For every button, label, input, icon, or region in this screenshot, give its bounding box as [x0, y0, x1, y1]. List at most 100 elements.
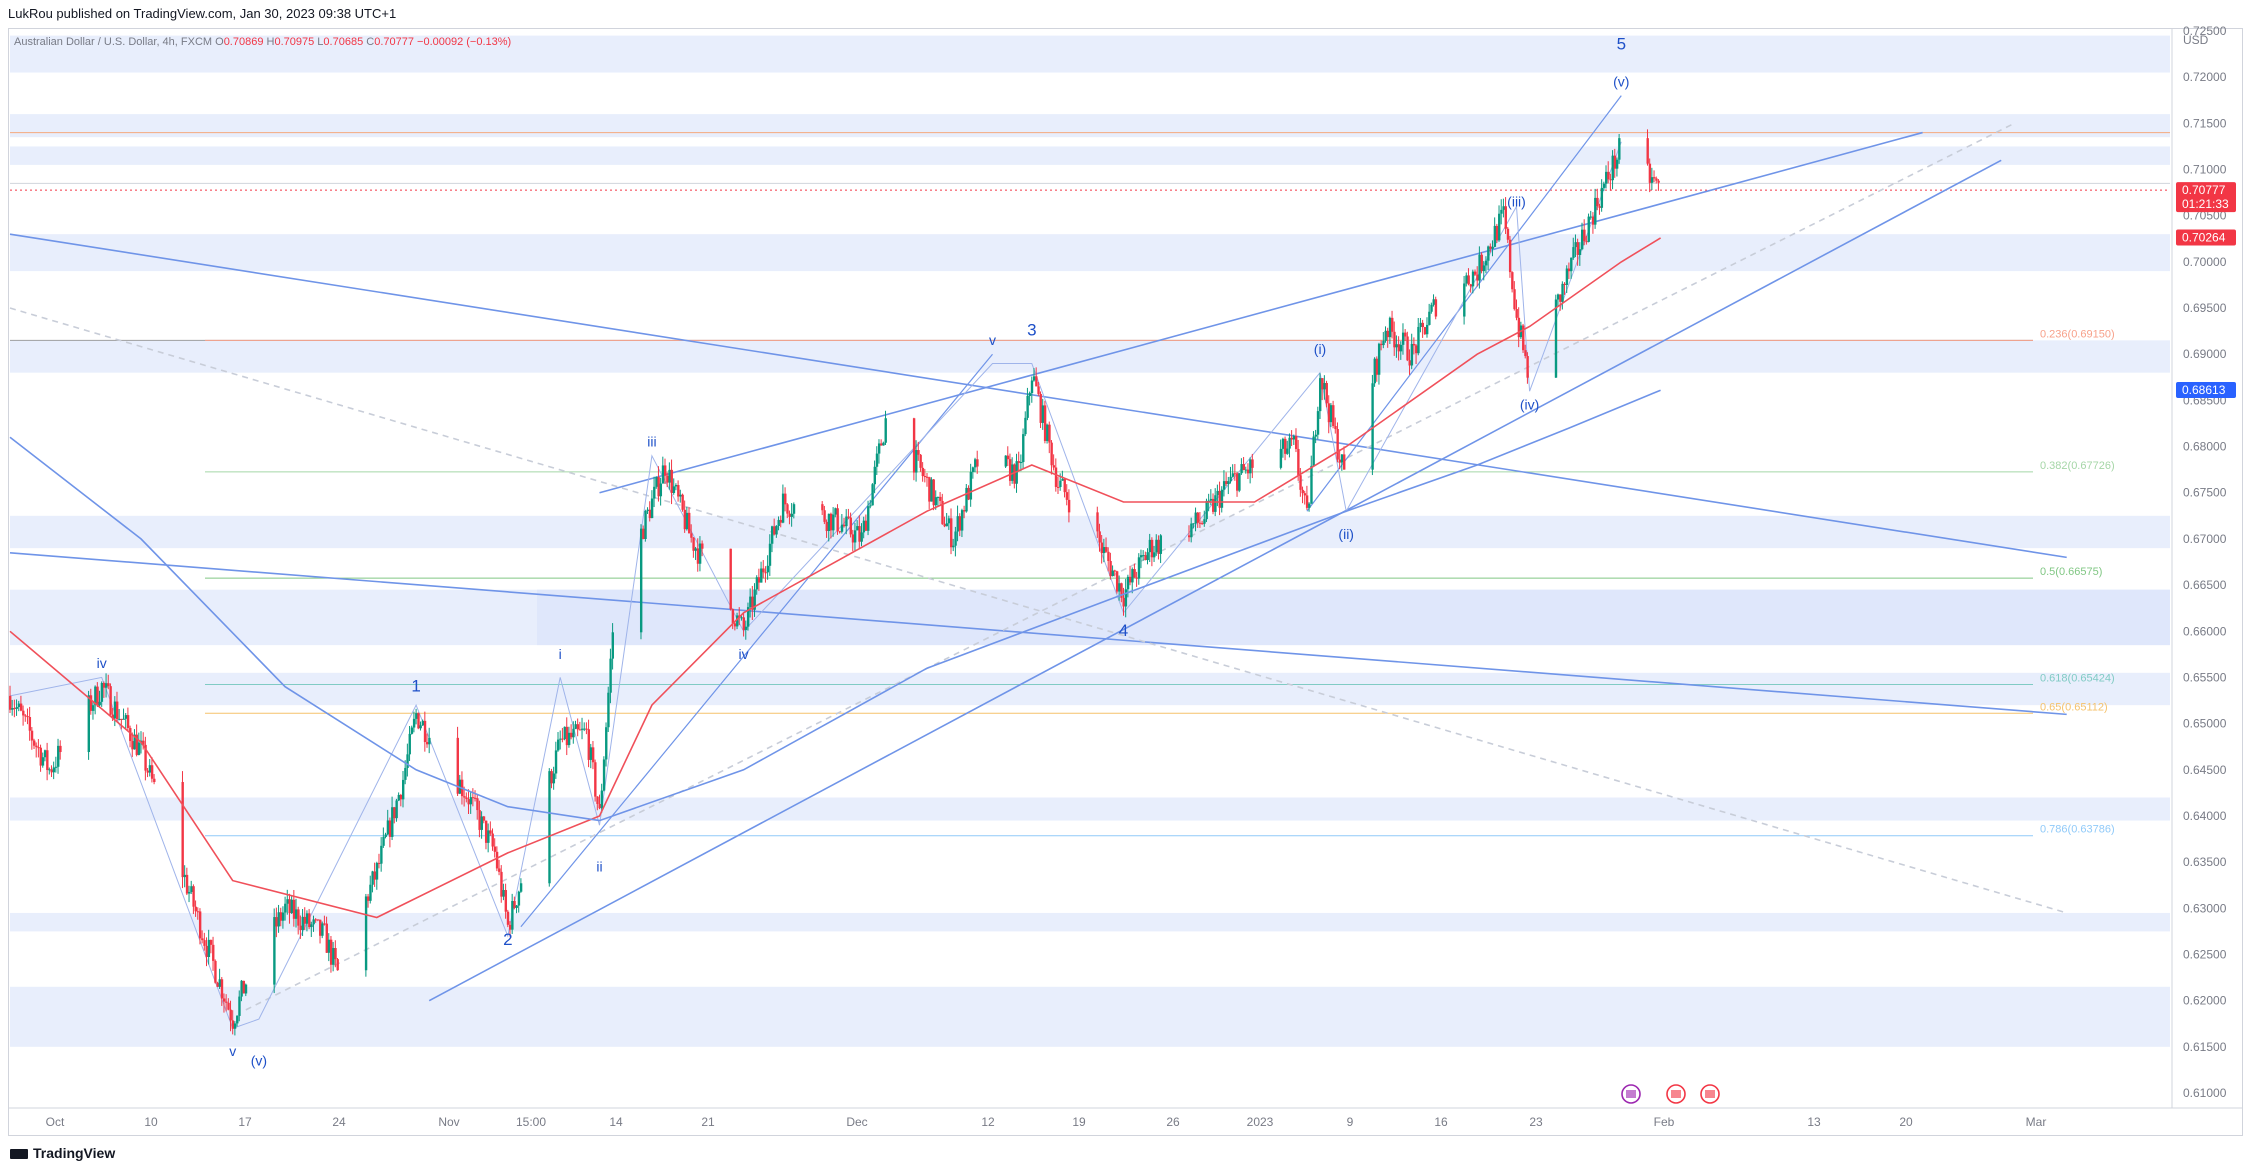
candle-body: [17, 703, 21, 708]
candle-body: [1314, 434, 1318, 437]
candle-body: [679, 494, 682, 497]
candle-body: [939, 496, 942, 501]
time-tick-label: 13: [1807, 1115, 1821, 1129]
candle-body: [502, 890, 505, 897]
candle-body: [297, 909, 300, 926]
price-tick-label: 0.64000: [2183, 809, 2227, 823]
candle-body: [1096, 512, 1099, 532]
candle-body: [1609, 179, 1612, 181]
candle-body: [153, 778, 156, 783]
candle-body: [598, 803, 601, 809]
price-tick-label: 0.62000: [2183, 994, 2227, 1008]
candle-body: [1043, 405, 1047, 441]
time-tick-label: 10: [144, 1115, 158, 1129]
event-icon-glyph: [1705, 1090, 1715, 1098]
candle-body: [146, 770, 149, 773]
candle-body: [775, 525, 778, 535]
candle-body: [212, 944, 215, 961]
candle-body: [659, 483, 663, 497]
candle-body: [1113, 570, 1117, 572]
candle-body: [1146, 552, 1149, 561]
currency-label: USD: [2183, 33, 2209, 47]
candle-body: [757, 577, 761, 583]
candle-body: [1607, 171, 1610, 180]
publisher-info: LukRou published on TradingView.com, Jan…: [8, 6, 397, 21]
candle-body: [792, 504, 796, 514]
candle-body: [59, 745, 62, 753]
time-tick-label: 14: [609, 1115, 623, 1129]
price-tick-label: 0.67000: [2183, 532, 2227, 546]
candle-body: [858, 526, 861, 542]
candle-body: [1279, 448, 1283, 468]
candle-body: [648, 509, 652, 519]
time-tick-label: 16: [1434, 1115, 1448, 1129]
candle-body: [310, 924, 313, 928]
candle-body: [96, 686, 99, 706]
candle-body: [325, 923, 328, 953]
candle-body: [1233, 473, 1237, 475]
tradingview-logo[interactable]: TradingView: [10, 1145, 115, 1161]
candle-body: [1008, 459, 1012, 481]
candle-body: [950, 518, 953, 548]
candle-body: [1493, 225, 1497, 247]
candle-body: [375, 862, 379, 880]
candle-body: [406, 754, 409, 768]
price-badge: [2176, 229, 2236, 246]
candle-body: [1377, 343, 1381, 375]
candle-body: [845, 516, 848, 527]
candle-body: [1401, 332, 1405, 345]
candle-body: [292, 899, 296, 919]
candle-body: [1308, 503, 1311, 508]
countdown-timer: 01:21:33: [2182, 197, 2229, 211]
candle-body: [552, 773, 556, 784]
candle-body: [790, 513, 794, 517]
candle-body: [1482, 265, 1486, 272]
candle-body: [476, 798, 479, 811]
price-tick-label: 0.63500: [2183, 855, 2227, 869]
candle-body: [578, 729, 582, 731]
candle-body: [559, 738, 562, 740]
candle-body: [1032, 376, 1036, 381]
candle-body: [404, 767, 407, 780]
candle-body: [194, 906, 197, 912]
candle-body: [1511, 272, 1514, 290]
candle-body: [963, 510, 966, 512]
candle-body: [295, 909, 298, 919]
candle-body: [1133, 569, 1136, 578]
candle-body: [926, 476, 929, 478]
trend-line: [9, 307, 2067, 914]
candle-body: [609, 658, 612, 693]
wave-label: (i): [1314, 341, 1326, 357]
candle-body: [698, 543, 702, 564]
candle-body: [1615, 159, 1619, 169]
candle-body: [1286, 448, 1289, 454]
candle-body: [1434, 299, 1438, 317]
candle-body: [1288, 437, 1291, 449]
candle-body: [1207, 500, 1211, 502]
candle-body: [144, 744, 147, 771]
candle-body: [519, 883, 523, 892]
candle-body: [1196, 512, 1200, 523]
candle-body: [570, 732, 573, 738]
candle-body: [426, 742, 429, 745]
time-tick-label: 20: [1899, 1115, 1913, 1129]
candle-body: [377, 862, 381, 864]
candle-body: [788, 513, 791, 517]
candle-body: [203, 940, 206, 946]
candle-body: [321, 923, 324, 936]
candle-body: [1476, 274, 1479, 281]
candle-body: [1231, 473, 1235, 477]
candle-body: [369, 884, 372, 901]
candle-body: [1393, 331, 1396, 348]
candle-body: [1655, 178, 1658, 181]
candle-body: [1301, 489, 1304, 494]
candle-body: [1491, 246, 1494, 249]
candle-body: [111, 714, 115, 719]
candle-body: [419, 725, 422, 729]
candle-body: [932, 479, 935, 506]
candle-body: [557, 739, 560, 751]
candle-body: [563, 726, 566, 740]
candle-body: [786, 504, 789, 514]
candle-body: [1594, 197, 1597, 225]
